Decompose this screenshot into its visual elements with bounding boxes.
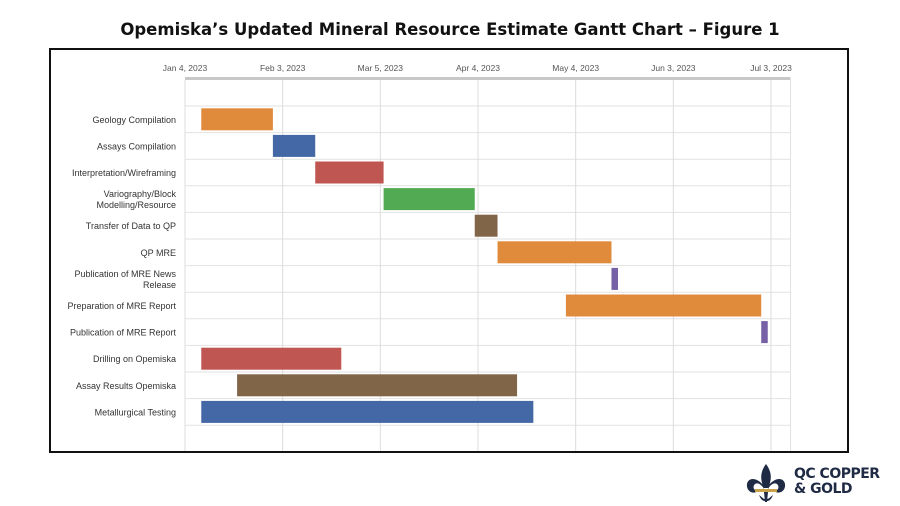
company-logo: QC COPPER & GOLD	[744, 462, 894, 504]
page-title: Opemiska’s Updated Mineral Resource Esti…	[120, 20, 780, 39]
task-label: Interpretation/Wireframing	[72, 168, 176, 178]
chart-frame: Jan 4, 2023 Feb 3, 2023 Mar 5, 2023 Apr 4, …	[49, 48, 849, 453]
gantt-bar	[201, 400, 534, 423]
gantt-bar	[611, 267, 618, 290]
x-tick-label: Jun 3, 2023	[651, 63, 696, 73]
task-label: Variography/Block	[104, 189, 177, 199]
task-label: Assays Compilation	[97, 141, 176, 151]
task-label: Metallurgical Testing	[95, 407, 176, 417]
task-label: Preparation of MRE Report	[67, 301, 176, 311]
task-label: Publication of MRE News	[74, 269, 176, 279]
gantt-bar	[497, 241, 612, 264]
task-label: Drilling on Opemiska	[93, 354, 176, 364]
x-tick-label: Apr 4, 2023	[456, 63, 500, 73]
gantt-bar	[201, 108, 273, 131]
x-tick-label: Jan 4, 2023	[163, 63, 208, 73]
x-tick-label: Jul 3, 2023	[750, 63, 792, 73]
task-label: Modelling/Resource	[96, 200, 176, 210]
task-label: Publication of MRE Report	[70, 328, 177, 338]
gantt-chart: Jan 4, 2023 Feb 3, 2023 Mar 5, 2023 Apr 4, …	[67, 63, 792, 451]
x-tick-label: May 4, 2023	[552, 63, 599, 73]
logo-text-line1: QC COPPER	[794, 466, 880, 482]
gantt-bar	[383, 188, 475, 211]
task-label: Geology Compilation	[92, 115, 176, 125]
x-tick-label: Feb 3, 2023	[260, 63, 306, 73]
gantt-bar	[272, 134, 316, 157]
gantt-bar	[474, 214, 498, 237]
gantt-bar	[761, 321, 768, 344]
gantt-bar	[565, 294, 762, 317]
x-tick-label: Mar 5, 2023	[358, 63, 404, 73]
gantt-bar	[201, 347, 342, 370]
gantt-bar	[315, 161, 384, 184]
task-label: QP MRE	[141, 248, 176, 258]
x-axis-band	[185, 77, 791, 80]
gantt-bar	[237, 374, 518, 397]
fleur-de-lis-icon	[746, 464, 786, 502]
task-label: Assay Results Opemiska	[76, 381, 176, 391]
logo-text-line2: & GOLD	[794, 481, 853, 497]
task-label: Transfer of Data to QP	[86, 221, 176, 231]
task-label: Release	[143, 280, 176, 290]
